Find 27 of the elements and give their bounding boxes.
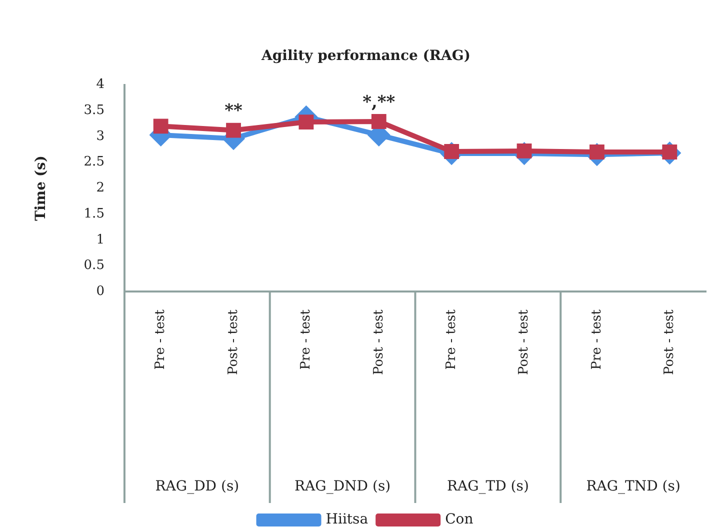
text: RAG_TD (s) bbox=[446, 478, 529, 495]
x-tick-label: Pre - test bbox=[444, 308, 459, 370]
x-tick-label: Post - test bbox=[226, 308, 241, 376]
y-tick-label: 2 bbox=[96, 180, 104, 196]
text: RAG_TND (s) bbox=[586, 478, 680, 495]
annotation: *,** bbox=[362, 92, 396, 112]
legend-label: Hiitsa bbox=[326, 512, 368, 528]
annotation: ** bbox=[224, 101, 243, 122]
legend-label: Con bbox=[445, 512, 474, 528]
x-tick-label: Pre - test bbox=[589, 308, 604, 370]
x-tick-label: Post - test bbox=[516, 308, 532, 376]
x-tick-label: Pre - test bbox=[298, 308, 314, 370]
y-tick-label: 3.5 bbox=[84, 103, 104, 118]
text: RAG_DND (s) bbox=[294, 478, 391, 495]
x-tick-label: Pre - test bbox=[153, 308, 168, 370]
y-tick-label: 3 bbox=[96, 128, 104, 144]
text: RAG_DD (s) bbox=[155, 478, 240, 495]
y-tick-label: 4 bbox=[96, 77, 104, 92]
x-tick-label: Post - test bbox=[371, 308, 386, 376]
y-tick-label: 1 bbox=[96, 232, 104, 248]
y-tick-label: 0 bbox=[96, 284, 104, 299]
x-tick-label: Post - test bbox=[662, 308, 678, 376]
y-tick-label: 0.5 bbox=[84, 258, 104, 274]
chart-title: Agility performance (RAG) bbox=[260, 48, 470, 64]
y-tick-label: 2.5 bbox=[84, 154, 104, 170]
y-tick-label: 1.5 bbox=[84, 206, 104, 222]
y-axis-title: Time (s) bbox=[33, 155, 50, 221]
